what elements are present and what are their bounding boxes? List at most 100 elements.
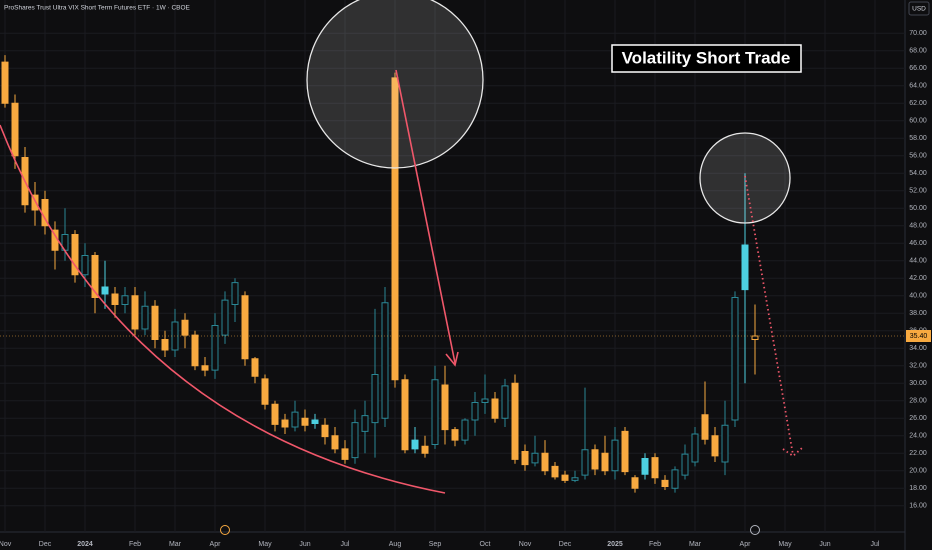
x-tick-label: Jun <box>299 541 310 548</box>
y-tick-label: 40.00 <box>909 293 927 300</box>
candle-body <box>611 439 619 472</box>
candle-body <box>211 325 219 371</box>
y-tick-label: 62.00 <box>909 100 927 107</box>
candle-body <box>81 255 89 276</box>
candle-body <box>441 384 449 431</box>
y-tick-label: 58.00 <box>909 135 927 142</box>
x-tick-label: Mar <box>169 541 182 548</box>
candle-body <box>731 297 739 421</box>
last-price-box <box>906 330 931 342</box>
y-tick-label: 50.00 <box>909 205 927 212</box>
x-tick-label: Nov <box>519 541 532 548</box>
x-tick-label: May <box>258 541 272 548</box>
x-tick-label: Jul <box>341 541 350 548</box>
y-tick-label: 56.00 <box>909 153 927 160</box>
candle-body <box>161 339 169 351</box>
candle-body <box>571 477 579 481</box>
candle-body <box>431 379 439 445</box>
x-tick-label: Jul <box>871 541 880 548</box>
y-tick-label: 70.00 <box>909 30 927 37</box>
candle-body <box>391 77 399 381</box>
highlight-circle <box>699 132 791 224</box>
y-tick-label: 46.00 <box>909 240 927 247</box>
y-tick-label: 54.00 <box>909 170 927 177</box>
candle-body <box>221 299 229 336</box>
candle-body <box>351 422 359 459</box>
candle-body <box>71 234 79 276</box>
y-tick-label: 66.00 <box>909 65 927 72</box>
candle-body <box>271 403 279 425</box>
candle-body <box>131 295 139 330</box>
candle-body <box>281 419 289 428</box>
candle-body <box>661 479 669 487</box>
x-tick-label: Apr <box>740 541 752 548</box>
candle-body <box>521 451 529 466</box>
annotation-box <box>611 44 802 73</box>
candle-body <box>721 424 729 463</box>
y-tick-label: 42.00 <box>909 275 927 282</box>
candle-body <box>361 415 369 432</box>
y-tick-label: 30.00 <box>909 380 927 387</box>
candle-body <box>371 374 379 424</box>
candle-body <box>321 424 329 438</box>
y-tick-label: 28.00 <box>909 398 927 405</box>
y-tick-label: 52.00 <box>909 188 927 195</box>
candle-body <box>561 474 569 481</box>
y-tick-label: 16.00 <box>909 503 927 510</box>
candle-body <box>631 477 639 489</box>
arrow-head <box>445 351 459 367</box>
y-tick-label: 68.00 <box>909 48 927 55</box>
x-tick-label: Oct <box>480 541 491 548</box>
candle-body <box>471 402 479 421</box>
candle-body <box>181 319 189 336</box>
y-tick-label: 32.00 <box>909 363 927 370</box>
candle-body <box>301 417 309 426</box>
candle-body <box>251 358 259 377</box>
x-tick-label: Feb <box>129 541 141 548</box>
currency: USD <box>912 6 926 13</box>
candle-body <box>701 414 709 440</box>
candle-body <box>541 452 549 472</box>
y-tick-label: 60.00 <box>909 118 927 125</box>
candle-body <box>191 334 199 367</box>
y-tick-label: 26.00 <box>909 415 927 422</box>
candle-body <box>381 302 389 419</box>
trend-curve <box>0 124 446 494</box>
candle-body <box>341 448 349 460</box>
candle-body <box>421 445 429 454</box>
candle-body <box>111 293 119 305</box>
candle-body <box>531 452 539 464</box>
y-tick-label: 20.00 <box>909 468 927 475</box>
candle-body <box>121 295 129 305</box>
candle-body <box>401 379 409 451</box>
candle-body <box>601 452 609 472</box>
candle-body <box>461 419 469 441</box>
y-tick-label: 44.00 <box>909 258 927 265</box>
arrow <box>395 69 456 364</box>
candle-body <box>171 321 179 351</box>
currency-box <box>908 1 930 16</box>
highlight-circle <box>306 0 484 169</box>
y-tick-label: 64.00 <box>909 83 927 90</box>
candle-body <box>231 282 239 305</box>
candle-body <box>311 419 319 424</box>
y-tick-label: 34.00 <box>909 345 927 352</box>
candle-body <box>481 398 489 403</box>
chart-title: ProShares Trust Ultra VIX Short Term Fut… <box>4 5 191 12</box>
candle-body <box>411 439 419 450</box>
candle-body <box>501 385 509 419</box>
candle-body <box>31 194 39 211</box>
x-tick-label: 2025 <box>607 541 623 548</box>
candle-body <box>1 61 9 104</box>
candle-body <box>101 286 109 295</box>
candle-body <box>141 305 149 330</box>
annotation: Volatility Short Trade <box>622 48 791 67</box>
event-icon <box>220 525 230 535</box>
event-icon <box>750 525 760 535</box>
x-tick-label: Nov <box>0 541 12 548</box>
candle-body <box>451 429 459 441</box>
x-tick-label: Feb <box>649 541 661 548</box>
x-tick-label: Aug <box>389 541 402 548</box>
x-tick-label: May <box>778 541 792 548</box>
x-tick-label: Dec <box>39 541 52 548</box>
